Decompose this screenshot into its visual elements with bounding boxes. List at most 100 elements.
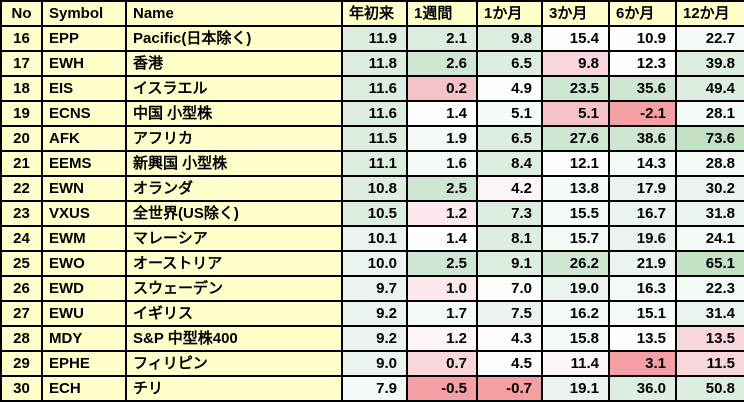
cell-return-ytd: 7.9 bbox=[341, 375, 408, 402]
cell-return-ytd: 11.6 bbox=[341, 75, 408, 102]
cell-row-number: 16 bbox=[0, 25, 43, 52]
cell-return-m3: 9.8 bbox=[541, 50, 610, 77]
cell-row-number: 17 bbox=[0, 50, 43, 77]
cell-return-w1: 1.0 bbox=[406, 275, 478, 302]
cell-return-m6: 13.5 bbox=[608, 325, 677, 352]
cell-return-m6: 38.6 bbox=[608, 125, 677, 152]
cell-return-m1: 9.1 bbox=[476, 250, 543, 277]
cell-row-number: 21 bbox=[0, 150, 43, 177]
cell-row-number: 30 bbox=[0, 375, 43, 402]
cell-return-m1: 5.1 bbox=[476, 100, 543, 127]
table-row: 22 EWN オランダ 10.8 2.5 4.2 13.8 17.9 30.2 bbox=[0, 175, 744, 202]
cell-fund-name: イギリス bbox=[125, 300, 343, 327]
cell-return-m6: 15.1 bbox=[608, 300, 677, 327]
cell-return-w1: 0.7 bbox=[406, 350, 478, 377]
table-row: 21 EEMS 新興国 小型株 11.1 1.6 8.4 12.1 14.3 28.8 bbox=[0, 150, 744, 177]
cell-ticker-symbol: EWD bbox=[41, 275, 127, 302]
cell-return-w1: 1.2 bbox=[406, 200, 478, 227]
cell-return-m1: 7.3 bbox=[476, 200, 543, 227]
cell-return-m6: 35.6 bbox=[608, 75, 677, 102]
cell-return-m6: 21.9 bbox=[608, 250, 677, 277]
cell-fund-name: マレーシア bbox=[125, 225, 343, 252]
cell-return-m12: 50.8 bbox=[675, 375, 744, 402]
column-header-ytd: 年初来 bbox=[341, 0, 408, 27]
cell-return-m12: 28.8 bbox=[675, 150, 744, 177]
cell-return-m3: 12.1 bbox=[541, 150, 610, 177]
cell-return-m3: 13.8 bbox=[541, 175, 610, 202]
cell-return-m12: 30.2 bbox=[675, 175, 744, 202]
cell-return-w1: 1.4 bbox=[406, 100, 478, 127]
cell-return-m6: -2.1 bbox=[608, 100, 677, 127]
cell-ticker-symbol: AFK bbox=[41, 125, 127, 152]
cell-fund-name: 新興国 小型株 bbox=[125, 150, 343, 177]
column-header-m12: 12か月 bbox=[675, 0, 744, 27]
cell-return-m6: 3.1 bbox=[608, 350, 677, 377]
cell-ticker-symbol: EPHE bbox=[41, 350, 127, 377]
table-row: 17 EWH 香港 11.8 2.6 6.5 9.8 12.3 39.8 bbox=[0, 50, 744, 77]
cell-return-w1: 1.6 bbox=[406, 150, 478, 177]
cell-fund-name: S&P 中型株400 bbox=[125, 325, 343, 352]
table-body: 16 EPP Pacific(日本除く) 11.9 2.1 9.8 15.4 10.9 22.7… bbox=[0, 25, 744, 402]
cell-return-m12: 28.1 bbox=[675, 100, 744, 127]
cell-fund-name: アフリカ bbox=[125, 125, 343, 152]
cell-return-ytd: 9.0 bbox=[341, 350, 408, 377]
table-row: 19 ECNS 中国 小型株 11.6 1.4 5.1 5.1 -2.1 28.1 bbox=[0, 100, 744, 127]
cell-return-m12: 11.5 bbox=[675, 350, 744, 377]
column-header-w1: 1週間 bbox=[406, 0, 478, 27]
cell-return-w1: 1.4 bbox=[406, 225, 478, 252]
cell-fund-name: Pacific(日本除く) bbox=[125, 25, 343, 52]
cell-row-number: 28 bbox=[0, 325, 43, 352]
cell-row-number: 20 bbox=[0, 125, 43, 152]
cell-return-ytd: 11.6 bbox=[341, 100, 408, 127]
table-row: 30 ECH チリ 7.9 -0.5 -0.7 19.1 36.0 50.8 bbox=[0, 375, 744, 402]
cell-row-number: 24 bbox=[0, 225, 43, 252]
cell-ticker-symbol: EWM bbox=[41, 225, 127, 252]
cell-return-m3: 15.5 bbox=[541, 200, 610, 227]
cell-return-m3: 23.5 bbox=[541, 75, 610, 102]
cell-return-ytd: 11.9 bbox=[341, 25, 408, 52]
table-row: 20 AFK アフリカ 11.5 1.9 6.5 27.6 38.6 73.6 bbox=[0, 125, 744, 152]
cell-return-w1: 2.5 bbox=[406, 175, 478, 202]
cell-ticker-symbol: EIS bbox=[41, 75, 127, 102]
table-row: 24 EWM マレーシア 10.1 1.4 8.1 15.7 19.6 24.1 bbox=[0, 225, 744, 252]
cell-return-m12: 22.7 bbox=[675, 25, 744, 52]
cell-fund-name: チリ bbox=[125, 375, 343, 402]
cell-return-m1: 4.3 bbox=[476, 325, 543, 352]
column-header-m6: 6か月 bbox=[608, 0, 677, 27]
cell-ticker-symbol: MDY bbox=[41, 325, 127, 352]
table-row: 28 MDY S&P 中型株400 9.2 1.2 4.3 15.8 13.5 13.5 bbox=[0, 325, 744, 352]
cell-ticker-symbol: EEMS bbox=[41, 150, 127, 177]
cell-return-m6: 36.0 bbox=[608, 375, 677, 402]
cell-row-number: 25 bbox=[0, 250, 43, 277]
cell-return-m6: 14.3 bbox=[608, 150, 677, 177]
cell-return-ytd: 11.1 bbox=[341, 150, 408, 177]
table-row: 29 EPHE フィリピン 9.0 0.7 4.5 11.4 3.1 11.5 bbox=[0, 350, 744, 377]
cell-return-m1: 6.5 bbox=[476, 50, 543, 77]
cell-return-m1: 7.5 bbox=[476, 300, 543, 327]
cell-return-m6: 16.3 bbox=[608, 275, 677, 302]
cell-return-ytd: 11.8 bbox=[341, 50, 408, 77]
cell-row-number: 26 bbox=[0, 275, 43, 302]
cell-return-m6: 19.6 bbox=[608, 225, 677, 252]
cell-return-m12: 13.5 bbox=[675, 325, 744, 352]
cell-return-m1: 4.5 bbox=[476, 350, 543, 377]
cell-row-number: 22 bbox=[0, 175, 43, 202]
cell-return-m1: 4.9 bbox=[476, 75, 543, 102]
table-row: 25 EWO オーストリア 10.0 2.5 9.1 26.2 21.9 65.1 bbox=[0, 250, 744, 277]
cell-return-m12: 49.4 bbox=[675, 75, 744, 102]
cell-row-number: 23 bbox=[0, 200, 43, 227]
table-row: 16 EPP Pacific(日本除く) 11.9 2.1 9.8 15.4 10.9 22.7 bbox=[0, 25, 744, 52]
cell-return-m1: 4.2 bbox=[476, 175, 543, 202]
cell-ticker-symbol: ECH bbox=[41, 375, 127, 402]
cell-return-w1: 2.6 bbox=[406, 50, 478, 77]
cell-return-m12: 22.3 bbox=[675, 275, 744, 302]
header-row: No Symbol Name 年初来 1週間 1か月 3か月 6か月 12か月 bbox=[0, 0, 744, 27]
column-header-no: No bbox=[0, 0, 43, 27]
cell-return-m12: 31.8 bbox=[675, 200, 744, 227]
cell-return-ytd: 10.8 bbox=[341, 175, 408, 202]
cell-ticker-symbol: EWN bbox=[41, 175, 127, 202]
cell-return-m12: 65.1 bbox=[675, 250, 744, 277]
cell-return-m3: 19.1 bbox=[541, 375, 610, 402]
cell-return-ytd: 9.7 bbox=[341, 275, 408, 302]
